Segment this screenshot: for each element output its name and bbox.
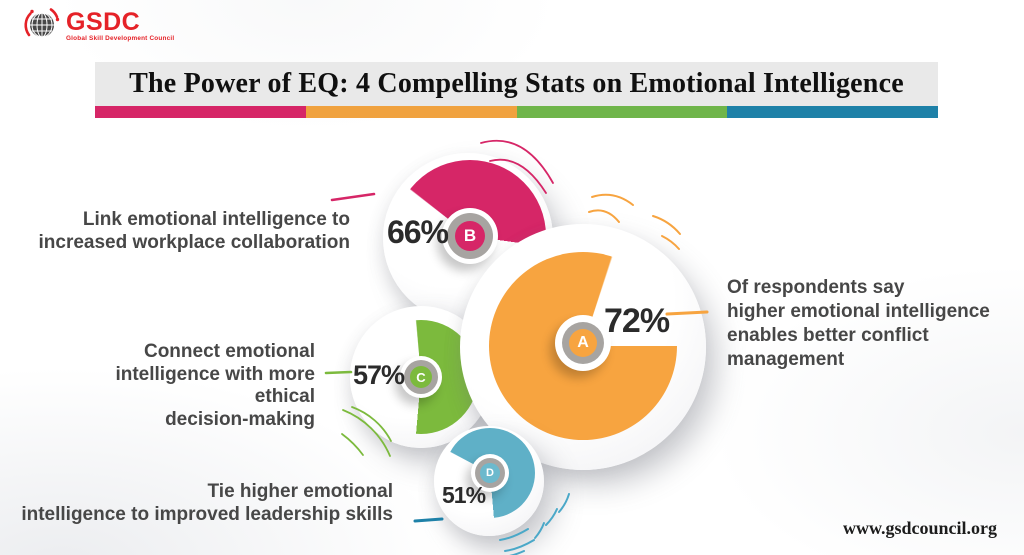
color-stripe [95,106,938,118]
title-banner: The Power of EQ: 4 Compelling Stats on E… [95,62,938,106]
stat-b-label: Link emotional intelligence to increased… [20,209,351,254]
stat-d-label-line2: intelligence to improved leadership skil… [21,503,393,525]
pink-callout-line [330,192,376,202]
stat-d-button: D [471,454,509,492]
stat-a-button: A [555,315,611,371]
stat-d-value: 51% [442,482,486,508]
stat-a-label-line4: management [727,349,845,370]
gsdc-logo: GSDC Global Skill Development Council [22,6,174,46]
stripe-orange-segment [305,106,517,118]
logo-tagline: Global Skill Development Council [66,34,175,42]
stat-c-label-line3: decision-making [165,408,315,430]
stat-b-label-line1: Link emotional intelligence to [82,209,350,230]
page-title: The Power of EQ: 4 Compelling Stats on E… [129,68,904,99]
stripe-teal-segment [727,106,938,118]
stat-c-value: 57% [352,360,405,390]
stat-c-letter: C [410,366,432,388]
teal-callout-line [413,517,444,523]
stat-d-letter: D [480,463,500,483]
stat-a-value: 72% [604,302,670,340]
globe-icon [24,8,60,38]
stat-a-label-line2: higher emotional intelligence [727,301,990,322]
stat-a-label-line1: Of respondents say [727,277,905,298]
website-url[interactable]: www.gsdcouncil.org [842,518,997,538]
stat-c-label-line2: intelligence with more ethical [115,363,315,408]
stat-a-label: Of respondents say higher emotional inte… [727,276,1007,372]
stat-c-label: Connect emotional intelligence with more… [55,341,315,431]
stat-a-label-line3: enables better conflict [727,325,929,346]
stripe-pink-segment [95,106,306,118]
stat-c-label-line1: Connect emotional [143,341,315,362]
logo-brand-text: GSDC [66,7,141,36]
green-callout-line [324,370,353,375]
stat-d-label-line1: Tie higher emotional [207,481,393,502]
stat-c-button: C [400,356,442,398]
stripe-green-segment [516,106,728,118]
stat-b-letter: B [455,221,485,251]
stat-d-label: Tie higher emotional intelligence to imp… [15,481,393,526]
stat-b-label-line2: increased workplace collaboration [38,231,351,253]
stat-b-value: 66% [386,214,449,250]
stat-b-button: B [442,208,498,264]
stat-a-letter: A [569,329,597,357]
